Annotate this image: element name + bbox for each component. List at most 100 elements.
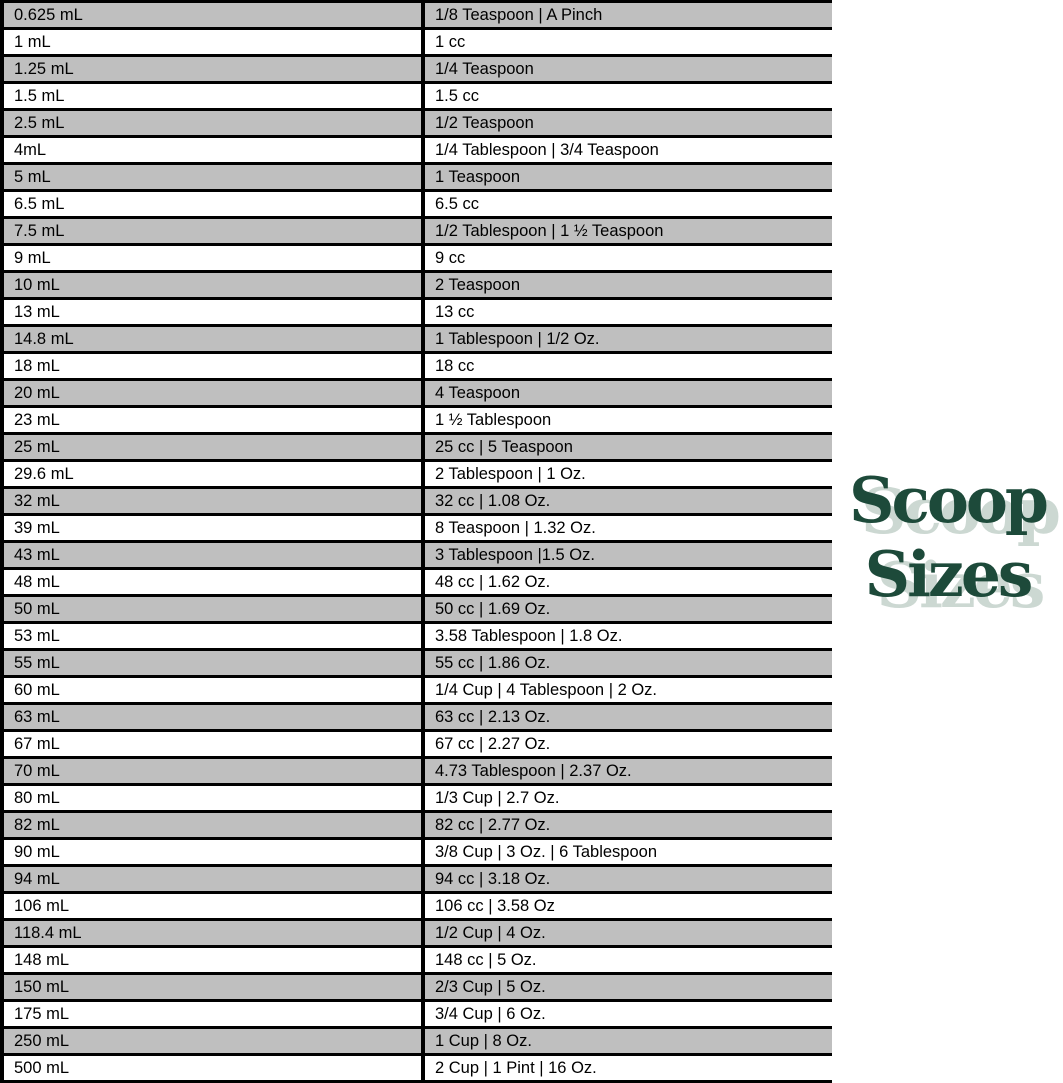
equivalent-cell: 3/8 Cup | 3 Oz. | 6 Tablespoon — [423, 837, 832, 866]
table-row: 1.5 mL 1.5 cc — [2, 81, 832, 110]
equivalent-cell: 1/2 Cup | 4 Oz. — [423, 918, 832, 947]
table-row: 80 mL 1/3 Cup | 2.7 Oz. — [2, 783, 832, 812]
equivalent-cell: 2 Tablespoon | 1 Oz. — [423, 459, 832, 488]
ml-cell: 50 mL — [2, 594, 425, 623]
equivalent-cell: 94 cc | 3.18 Oz. — [423, 864, 832, 893]
ml-cell: 2.5 mL — [2, 108, 425, 137]
table-row: 67 mL 67 cc | 2.27 Oz. — [2, 729, 832, 758]
ml-cell: 106 mL — [2, 891, 425, 920]
table-row: 82 mL 82 cc | 2.77 Oz. — [2, 810, 832, 839]
ml-cell: 29.6 mL — [2, 459, 425, 488]
equivalent-cell: 1/4 Teaspoon — [423, 54, 832, 83]
table-row: 6.5 mL 6.5 cc — [2, 189, 832, 218]
table-row: 25 mL 25 cc | 5 Teaspoon — [2, 432, 832, 461]
table-row: 0.625 mL 1/8 Teaspoon | A Pinch — [2, 0, 832, 29]
equivalent-cell: 1/2 Tablespoon | 1 ½ Teaspoon — [423, 216, 832, 245]
table-row: 175 mL 3/4 Cup | 6 Oz. — [2, 999, 832, 1028]
table-row: 1.25 mL 1/4 Teaspoon — [2, 54, 832, 83]
equivalent-cell: 2 Cup | 1 Pint | 16 Oz. — [423, 1053, 832, 1082]
equivalent-cell: 4.73 Tablespoon | 2.37 Oz. — [423, 756, 832, 785]
equivalent-cell: 1 ½ Tablespoon — [423, 405, 832, 434]
ml-cell: 63 mL — [2, 702, 425, 731]
equivalent-cell: 1/8 Teaspoon | A Pinch — [423, 0, 832, 29]
table-row: 250 mL 1 Cup | 8 Oz. — [2, 1026, 832, 1055]
ml-cell: 13 mL — [2, 297, 425, 326]
ml-cell: 250 mL — [2, 1026, 425, 1055]
ml-cell: 82 mL — [2, 810, 425, 839]
equivalent-cell: 67 cc | 2.27 Oz. — [423, 729, 832, 758]
table-row: 53 mL 3.58 Tablespoon | 1.8 Oz. — [2, 621, 832, 650]
table-row: 43 mL 3 Tablespoon |1.5 Oz. — [2, 540, 832, 569]
equivalent-cell: 2 Teaspoon — [423, 270, 832, 299]
equivalent-cell: 4 Teaspoon — [423, 378, 832, 407]
equivalent-cell: 1 Tablespoon | 1/2 Oz. — [423, 324, 832, 353]
table-row: 23 mL 1 ½ Tablespoon — [2, 405, 832, 434]
equivalent-cell: 1/3 Cup | 2.7 Oz. — [423, 783, 832, 812]
ml-cell: 500 mL — [2, 1053, 425, 1082]
table-row: 90 mL 3/8 Cup | 3 Oz. | 6 Tablespoon — [2, 837, 832, 866]
equivalent-cell: 32 cc | 1.08 Oz. — [423, 486, 832, 515]
equivalent-cell: 9 cc — [423, 243, 832, 272]
table-row: 2.5 mL 1/2 Teaspoon — [2, 108, 832, 137]
table-row: 106 mL 106 cc | 3.58 Oz — [2, 891, 832, 920]
equivalent-cell: 1/4 Tablespoon | 3/4 Teaspoon — [423, 135, 832, 164]
ml-cell: 175 mL — [2, 999, 425, 1028]
ml-cell: 80 mL — [2, 783, 425, 812]
equivalent-cell: 1/4 Cup | 4 Tablespoon | 2 Oz. — [423, 675, 832, 704]
table-row: 500 mL 2 Cup | 1 Pint | 16 Oz. — [2, 1053, 832, 1082]
table-body: 0.625 mL 1/8 Teaspoon | A Pinch 1 mL 1 c… — [2, 0, 832, 1082]
ml-cell: 5 mL — [2, 162, 425, 191]
equivalent-cell: 3/4 Cup | 6 Oz. — [423, 999, 832, 1028]
equivalent-cell: 106 cc | 3.58 Oz — [423, 891, 832, 920]
equivalent-cell: 3.58 Tablespoon | 1.8 Oz. — [423, 621, 832, 650]
ml-cell: 14.8 mL — [2, 324, 425, 353]
ml-cell: 94 mL — [2, 864, 425, 893]
table-row: 32 mL 32 cc | 1.08 Oz. — [2, 486, 832, 515]
ml-cell: 48 mL — [2, 567, 425, 596]
equivalent-cell: 8 Teaspoon | 1.32 Oz. — [423, 513, 832, 542]
ml-cell: 148 mL — [2, 945, 425, 974]
table-row: 55 mL 55 cc | 1.86 Oz. — [2, 648, 832, 677]
ml-cell: 60 mL — [2, 675, 425, 704]
table-row: 10 mL 2 Teaspoon — [2, 270, 832, 299]
ml-cell: 7.5 mL — [2, 216, 425, 245]
equivalent-cell: 50 cc | 1.69 Oz. — [423, 594, 832, 623]
logo-line-1: Scoop — [849, 463, 1049, 537]
ml-cell: 32 mL — [2, 486, 425, 515]
equivalent-cell: 55 cc | 1.86 Oz. — [423, 648, 832, 677]
ml-cell: 6.5 mL — [2, 189, 425, 218]
table-row: 20 mL 4 Teaspoon — [2, 378, 832, 407]
equivalent-cell: 18 cc — [423, 351, 832, 380]
table-row: 9 mL 9 cc — [2, 243, 832, 272]
table-row: 29.6 mL 2 Tablespoon | 1 Oz. — [2, 459, 832, 488]
table-row: 14.8 mL 1 Tablespoon | 1/2 Oz. — [2, 324, 832, 353]
ml-cell: 23 mL — [2, 405, 425, 434]
ml-cell: 39 mL — [2, 513, 425, 542]
equivalent-cell: 63 cc | 2.13 Oz. — [423, 702, 832, 731]
equivalent-cell: 1.5 cc — [423, 81, 832, 110]
table-row: 18 mL 18 cc — [2, 351, 832, 380]
table-row: 7.5 mL 1/2 Tablespoon | 1 ½ Teaspoon — [2, 216, 832, 245]
equivalent-cell: 1 Cup | 8 Oz. — [423, 1026, 832, 1055]
scoop-sizes-logo: Scoop Sizes — [832, 463, 1063, 611]
ml-cell: 9 mL — [2, 243, 425, 272]
equivalent-cell: 1 Teaspoon — [423, 162, 832, 191]
equivalent-cell: 1/2 Teaspoon — [423, 108, 832, 137]
ml-cell: 150 mL — [2, 972, 425, 1001]
ml-cell: 25 mL — [2, 432, 425, 461]
table-row: 60 mL 1/4 Cup | 4 Tablespoon | 2 Oz. — [2, 675, 832, 704]
conversion-table: 0.625 mL 1/8 Teaspoon | A Pinch 1 mL 1 c… — [0, 0, 832, 1083]
table-row: 94 mL 94 cc | 3.18 Oz. — [2, 864, 832, 893]
table-row: 48 mL 48 cc | 1.62 Oz. — [2, 567, 832, 596]
table-row: 5 mL 1 Teaspoon — [2, 162, 832, 191]
equivalent-cell: 25 cc | 5 Teaspoon — [423, 432, 832, 461]
table-row: 50 mL 50 cc | 1.69 Oz. — [2, 594, 832, 623]
ml-cell: 4mL — [2, 135, 425, 164]
table-row: 1 mL 1 cc — [2, 27, 832, 56]
equivalent-cell: 1 cc — [423, 27, 832, 56]
equivalent-cell: 82 cc | 2.77 Oz. — [423, 810, 832, 839]
equivalent-cell: 6.5 cc — [423, 189, 832, 218]
ml-cell: 1.25 mL — [2, 54, 425, 83]
equivalent-cell: 148 cc | 5 Oz. — [423, 945, 832, 974]
ml-cell: 10 mL — [2, 270, 425, 299]
